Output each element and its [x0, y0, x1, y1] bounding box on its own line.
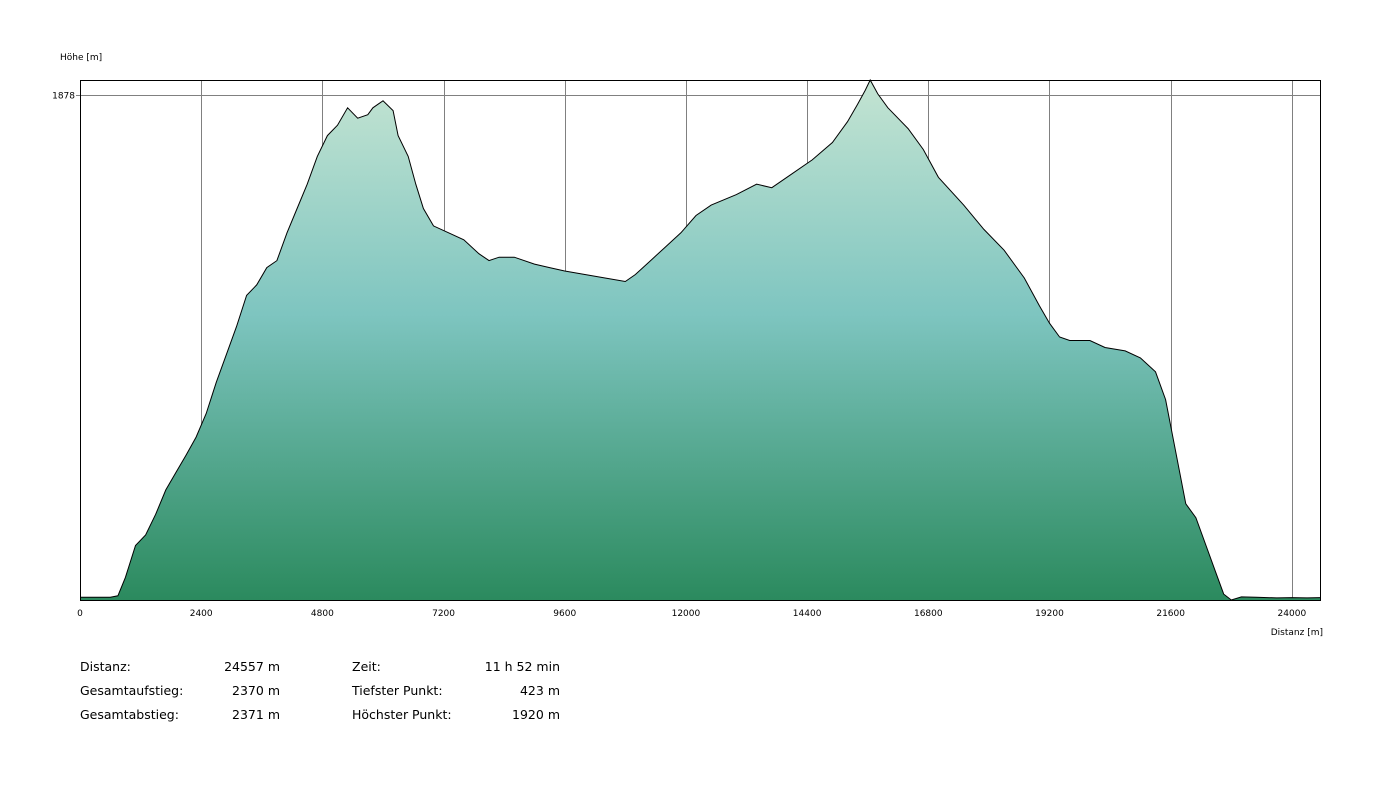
- stat-value: 24557 m: [224, 659, 280, 674]
- x-tick-label: 0: [77, 609, 83, 619]
- stat-label: Tiefster Punkt:: [352, 683, 443, 698]
- stat-label: Höchster Punkt:: [352, 707, 452, 722]
- elevation-area: [80, 80, 1320, 600]
- stat-label: Gesamtaufstieg:: [80, 683, 184, 698]
- stat-row-time: Zeit: 11 h 52 min: [352, 658, 560, 682]
- x-tick-label: 19200: [1035, 609, 1064, 619]
- stat-value: 11 h 52 min: [484, 659, 560, 674]
- x-tick-label: 16800: [914, 609, 943, 619]
- stat-value: 1920 m: [512, 707, 560, 722]
- stat-label: Zeit:: [352, 659, 381, 674]
- x-tick-label: 21600: [1156, 609, 1185, 619]
- stat-row-descent: Gesamtabstieg: 2371 m: [80, 706, 280, 730]
- stat-value: 2370 m: [232, 683, 280, 698]
- stat-row-lowest-point: Tiefster Punkt: 423 m: [352, 682, 560, 706]
- x-tick-label: 4800: [311, 609, 334, 619]
- stats-right-column: Zeit: 11 h 52 min Tiefster Punkt: 423 m …: [352, 658, 560, 730]
- stat-row-highest-point: Höchster Punkt: 1920 m: [352, 706, 560, 730]
- stat-row-ascent: Gesamtaufstieg: 2370 m: [80, 682, 280, 706]
- x-axis-label: Distanz [m]: [1271, 628, 1323, 638]
- stat-value: 423 m: [519, 683, 560, 698]
- x-tick-label: 12000: [672, 609, 701, 619]
- stat-label: Gesamtabstieg:: [80, 707, 179, 722]
- y-axis-label: Höhe [m]: [60, 53, 102, 63]
- x-tick-label: 2400: [190, 609, 213, 619]
- x-tick-label: 24000: [1278, 609, 1307, 619]
- stat-row-distance: Distanz: 24557 m: [80, 658, 280, 682]
- y-tick-labels: 1878: [52, 92, 75, 102]
- plot-frame: [80, 80, 1321, 601]
- elevation-profile-chart: Höhe [m] Distanz [m] 0 2400 4800 7200 9600 12…: [52, 53, 1323, 638]
- stat-label: Distanz:: [80, 659, 131, 674]
- stat-value: 2371 m: [232, 707, 280, 722]
- x-tick-label: 9600: [553, 609, 576, 619]
- x-tick-label: 14400: [793, 609, 822, 619]
- x-tick-labels: 0 2400 4800 7200 9600 12000 14400 16800 19200 216…: [77, 609, 1306, 619]
- y-tick-label: 1878: [52, 92, 75, 102]
- stats-left-column: Distanz: 24557 m Gesamtaufstieg: 2370 m …: [80, 658, 280, 730]
- x-tick-label: 7200: [432, 609, 455, 619]
- elevation-line: [80, 78, 1321, 601]
